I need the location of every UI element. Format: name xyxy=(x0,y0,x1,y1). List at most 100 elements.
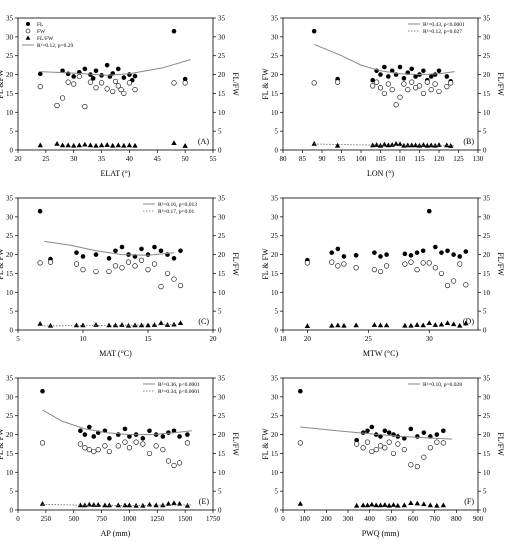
x-tick-label: 900 xyxy=(473,515,484,523)
y-tick-label-left: 25 xyxy=(271,232,279,240)
y-tick-label-left: 5 xyxy=(10,488,14,496)
point-fl xyxy=(93,252,99,257)
legend-marker-fw xyxy=(25,28,31,34)
point-fl xyxy=(145,252,151,257)
point-ratio xyxy=(444,142,450,148)
point-fw xyxy=(112,263,119,269)
point-ratio xyxy=(395,502,401,508)
x-axis-label: AP (mm) xyxy=(101,529,131,538)
point-fw xyxy=(390,450,397,457)
x-tick-label: 20 xyxy=(210,335,218,343)
point-fl xyxy=(384,252,389,257)
point-ratio xyxy=(59,142,66,148)
point-fw xyxy=(428,87,434,93)
point-fw xyxy=(39,440,46,446)
point-fl xyxy=(74,250,79,255)
point-ratio xyxy=(420,322,426,328)
y-tick-label-right: 25 xyxy=(218,412,226,420)
point-fl xyxy=(434,432,440,437)
point-ratio xyxy=(382,502,388,507)
point-fl xyxy=(78,428,83,434)
point-ratio xyxy=(145,322,151,328)
point-fl xyxy=(414,250,420,255)
y-tick-label-right: 0 xyxy=(218,147,222,155)
point-ratio xyxy=(82,502,88,508)
point-fw xyxy=(383,263,390,269)
y-tick-label-right: 30 xyxy=(218,393,226,401)
point-fw xyxy=(158,284,164,290)
point-fl xyxy=(106,256,112,261)
point-fl xyxy=(428,74,434,79)
y-tick-label-left: 30 xyxy=(6,33,14,41)
point-ratio xyxy=(432,322,439,327)
y-tick-label-left: 30 xyxy=(271,213,279,221)
point-fw xyxy=(93,85,99,91)
y-tick-label-right: 15 xyxy=(218,270,226,278)
legend-label: R²=0.16, p=0.013 xyxy=(158,202,197,208)
point-ratio xyxy=(377,502,384,508)
point-fl xyxy=(426,208,432,214)
point-fw xyxy=(304,260,310,266)
y-tick-label-right: 20 xyxy=(483,251,491,259)
point-ratio xyxy=(428,142,434,148)
point-ratio xyxy=(104,142,110,147)
point-fw xyxy=(444,84,450,90)
point-fl xyxy=(178,248,183,254)
panel-label: (E) xyxy=(199,497,210,506)
panel-label: (A) xyxy=(198,137,209,146)
point-fl xyxy=(365,428,370,434)
x-tick-label: 500 xyxy=(68,515,79,523)
x-axis-label: MTW (°C) xyxy=(363,349,399,358)
point-fl xyxy=(335,246,341,252)
point-ratio xyxy=(385,142,391,148)
point-ratio xyxy=(377,322,384,328)
point-fl xyxy=(127,434,132,439)
point-fw xyxy=(126,80,133,86)
y-tick-label-right: 20 xyxy=(218,71,226,79)
x-tick-label: 40 xyxy=(126,155,134,163)
point-fl xyxy=(171,256,177,261)
point-ratio xyxy=(297,500,304,506)
x-tick-label: 10 xyxy=(80,335,88,343)
y-axis-label-right: FL/FW xyxy=(496,432,505,456)
point-fw xyxy=(98,80,105,86)
y-tick-label-right: 0 xyxy=(483,507,487,515)
x-tick-label: 1750 xyxy=(206,515,221,523)
y-tick-label-left: 15 xyxy=(271,450,279,458)
y-tick-label-right: 15 xyxy=(483,270,491,278)
point-fw xyxy=(424,79,430,85)
point-fw xyxy=(171,276,177,282)
point-ratio xyxy=(386,502,392,508)
point-ratio xyxy=(401,142,407,148)
legend-label: R²=0.17, p=0.01 xyxy=(158,209,195,215)
y-tick-label-right: 10 xyxy=(483,109,491,117)
y-axis-label-right: FL/FW xyxy=(231,252,240,276)
y-tick-label-right: 5 xyxy=(218,308,222,316)
point-ratio xyxy=(122,502,128,508)
point-fw xyxy=(335,79,341,85)
x-axis-label: PWQ (mm) xyxy=(362,529,400,538)
point-fl xyxy=(372,250,377,255)
y-axis-label-right: FL/FW xyxy=(496,252,505,276)
point-ratio xyxy=(158,320,164,326)
y-tick-label-right: 5 xyxy=(218,128,222,136)
point-fl xyxy=(140,436,146,441)
y-tick-label-left: 0 xyxy=(275,327,279,335)
point-fw xyxy=(132,263,138,269)
y-tick-label-right: 15 xyxy=(218,90,226,98)
point-fw xyxy=(386,439,392,445)
y-tick-label-right: 5 xyxy=(483,488,487,496)
y-tick-label-left: 20 xyxy=(6,431,14,439)
x-tick-label: 115 xyxy=(414,155,425,163)
point-fw xyxy=(370,83,376,89)
point-fl xyxy=(139,246,144,252)
fit-curve xyxy=(42,503,192,506)
point-fw xyxy=(177,282,184,289)
y-tick-label-right: 25 xyxy=(218,232,226,240)
point-fw xyxy=(364,439,371,445)
point-fw xyxy=(402,261,408,267)
x-tick-label: 300 xyxy=(343,515,354,523)
point-fl xyxy=(122,426,128,432)
point-fw xyxy=(138,257,145,263)
y-tick-label-left: 20 xyxy=(271,431,279,439)
